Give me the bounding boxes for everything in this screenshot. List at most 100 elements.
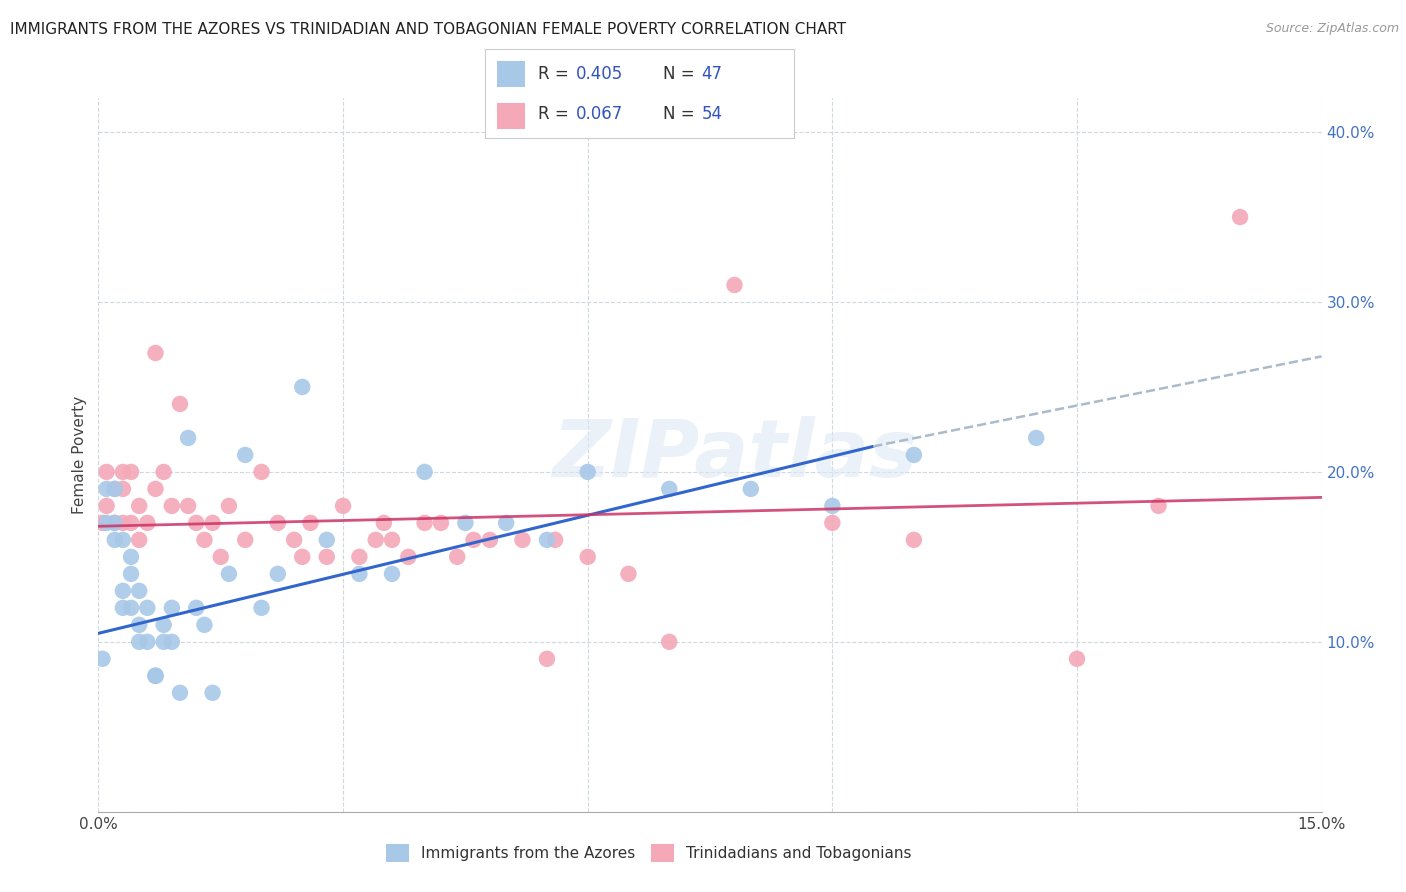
Point bbox=[1229, 210, 1251, 224]
Point bbox=[111, 583, 134, 598]
Text: N =: N = bbox=[662, 64, 700, 83]
Text: IMMIGRANTS FROM THE AZORES VS TRINIDADIAN AND TOBAGONIAN FEMALE POVERTY CORRELAT: IMMIGRANTS FROM THE AZORES VS TRINIDADIA… bbox=[10, 22, 846, 37]
Point bbox=[291, 549, 314, 564]
Point bbox=[104, 482, 127, 496]
Point bbox=[349, 549, 371, 564]
Point bbox=[463, 533, 485, 547]
Point bbox=[120, 516, 142, 530]
Point bbox=[91, 516, 114, 530]
Point bbox=[128, 583, 150, 598]
Point bbox=[111, 465, 134, 479]
Point bbox=[478, 533, 501, 547]
Point bbox=[218, 499, 240, 513]
Point bbox=[145, 346, 167, 360]
Text: R =: R = bbox=[537, 64, 574, 83]
Point bbox=[128, 499, 150, 513]
Point bbox=[267, 516, 290, 530]
Point bbox=[152, 617, 174, 632]
Point bbox=[495, 516, 517, 530]
Point bbox=[169, 686, 191, 700]
Point bbox=[96, 516, 118, 530]
Point bbox=[201, 686, 224, 700]
Point bbox=[104, 533, 127, 547]
Point bbox=[413, 516, 436, 530]
Point bbox=[111, 516, 134, 530]
Point bbox=[233, 448, 256, 462]
Point bbox=[332, 499, 354, 513]
Point bbox=[250, 600, 273, 615]
Point bbox=[128, 617, 150, 632]
Point bbox=[104, 516, 127, 530]
Text: ZIPatlas: ZIPatlas bbox=[553, 416, 917, 494]
Point bbox=[145, 669, 167, 683]
Point bbox=[512, 533, 534, 547]
Point bbox=[536, 533, 558, 547]
Point bbox=[617, 566, 640, 581]
Point bbox=[120, 566, 142, 581]
Text: R =: R = bbox=[537, 105, 574, 123]
Point bbox=[1025, 431, 1047, 445]
Point bbox=[128, 635, 150, 649]
Text: N =: N = bbox=[662, 105, 700, 123]
Point bbox=[396, 549, 419, 564]
Point bbox=[299, 516, 322, 530]
Point bbox=[723, 278, 745, 293]
Point bbox=[186, 600, 208, 615]
Point bbox=[145, 482, 167, 496]
Point bbox=[136, 516, 159, 530]
Point bbox=[544, 533, 567, 547]
Point bbox=[193, 617, 215, 632]
Point bbox=[152, 465, 174, 479]
Point bbox=[576, 549, 599, 564]
Point bbox=[111, 533, 134, 547]
FancyBboxPatch shape bbox=[498, 103, 526, 129]
Point bbox=[136, 600, 159, 615]
Point bbox=[821, 499, 844, 513]
FancyBboxPatch shape bbox=[498, 61, 526, 87]
Point bbox=[104, 516, 127, 530]
Point bbox=[201, 516, 224, 530]
Point bbox=[446, 549, 468, 564]
Point bbox=[283, 533, 305, 547]
Point bbox=[315, 549, 337, 564]
Point bbox=[120, 549, 142, 564]
Point bbox=[111, 482, 134, 496]
Point bbox=[96, 465, 118, 479]
Point bbox=[177, 499, 200, 513]
Point bbox=[91, 652, 114, 666]
Legend: Immigrants from the Azores, Trinidadians and Tobagonians: Immigrants from the Azores, Trinidadians… bbox=[380, 838, 918, 868]
Point bbox=[658, 635, 681, 649]
Text: 47: 47 bbox=[702, 64, 723, 83]
Point bbox=[536, 652, 558, 666]
Point bbox=[145, 669, 167, 683]
Point bbox=[315, 533, 337, 547]
Point bbox=[250, 465, 273, 479]
Point bbox=[454, 516, 477, 530]
Point bbox=[740, 482, 762, 496]
Point bbox=[364, 533, 387, 547]
Text: 54: 54 bbox=[702, 105, 723, 123]
Point bbox=[136, 635, 159, 649]
Point bbox=[169, 397, 191, 411]
Point bbox=[128, 533, 150, 547]
Point bbox=[111, 600, 134, 615]
Point bbox=[821, 516, 844, 530]
Point bbox=[349, 566, 371, 581]
Point bbox=[1066, 652, 1088, 666]
Point bbox=[152, 635, 174, 649]
Point bbox=[186, 516, 208, 530]
Point bbox=[381, 533, 404, 547]
Text: Source: ZipAtlas.com: Source: ZipAtlas.com bbox=[1265, 22, 1399, 36]
Point bbox=[193, 533, 215, 547]
Point bbox=[96, 482, 118, 496]
Point bbox=[1147, 499, 1170, 513]
Text: 0.067: 0.067 bbox=[576, 105, 624, 123]
Point bbox=[373, 516, 395, 530]
Point bbox=[209, 549, 232, 564]
Point bbox=[233, 533, 256, 547]
Point bbox=[267, 566, 290, 581]
Point bbox=[430, 516, 453, 530]
Point bbox=[120, 465, 142, 479]
Point bbox=[576, 465, 599, 479]
Point bbox=[177, 431, 200, 445]
